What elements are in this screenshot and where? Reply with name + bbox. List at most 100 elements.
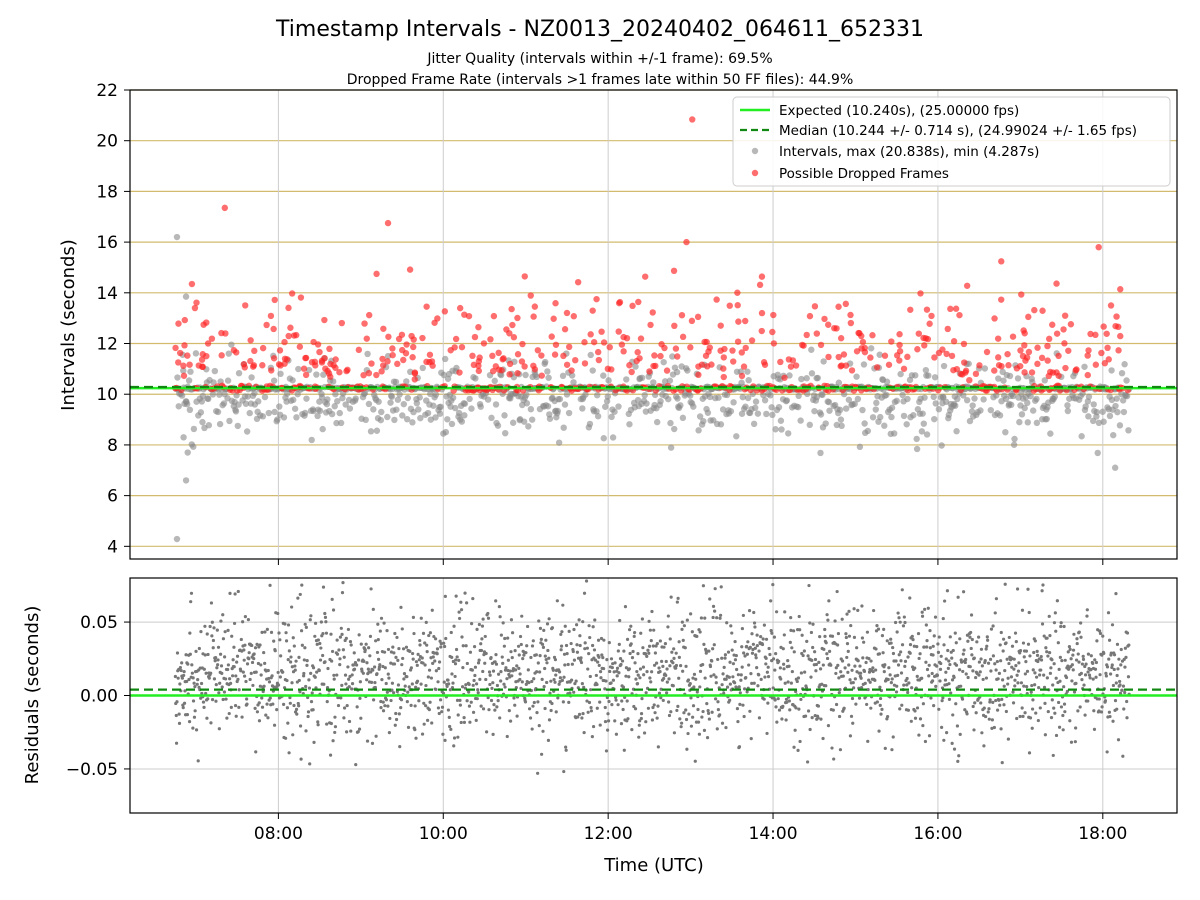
interval-point: [375, 398, 382, 405]
residual-point: [342, 716, 346, 720]
residual-point: [591, 724, 596, 729]
residual-point: [1071, 668, 1075, 672]
residual-point: [1041, 583, 1045, 587]
residual-point: [786, 680, 790, 684]
residual-point: [436, 706, 441, 710]
residual-point: [465, 699, 469, 703]
residual-point: [1021, 641, 1026, 645]
dropped-frame-point: [531, 303, 539, 310]
residual-point: [947, 659, 951, 663]
residual-point: [845, 612, 849, 616]
residual-point: [911, 637, 915, 642]
residual-point: [618, 618, 622, 623]
residual-point: [296, 596, 300, 600]
dropped-frame-point: [270, 355, 278, 362]
interval-point: [695, 427, 702, 434]
residual-point: [455, 655, 459, 659]
dropped-frame-point: [896, 348, 904, 355]
residual-point: [571, 649, 575, 654]
residual-point: [642, 673, 646, 677]
x-tick-label: 16:00: [913, 824, 962, 844]
residual-point: [827, 599, 831, 603]
residual-point: [323, 611, 327, 616]
residual-point: [178, 665, 182, 670]
interval-point: [742, 403, 749, 410]
interval-point: [305, 366, 313, 374]
residual-point: [1069, 740, 1074, 744]
residual-point: [352, 651, 356, 655]
residual-point: [981, 677, 985, 682]
residual-point: [1020, 706, 1024, 710]
residual-point: [371, 698, 376, 702]
residual-point: [237, 688, 241, 692]
residual-point: [1045, 676, 1049, 680]
residual-point: [665, 680, 669, 684]
dropped-frame-point: [419, 334, 426, 342]
residual-point: [766, 675, 771, 679]
residual-point: [859, 671, 863, 675]
residual-point: [928, 646, 932, 650]
interval-point: [667, 444, 675, 451]
dropped-frame-point: [618, 341, 626, 348]
residual-point: [221, 637, 226, 641]
residual-point: [284, 639, 289, 643]
residual-point: [519, 642, 523, 647]
residual-point: [674, 651, 678, 655]
residual-point: [204, 671, 208, 675]
residual-point: [403, 684, 407, 688]
residual-point: [177, 712, 181, 716]
interval-point: [665, 395, 672, 403]
interval-point: [291, 405, 299, 412]
residual-point: [698, 630, 702, 634]
residual-point: [716, 707, 720, 712]
residual-point: [424, 620, 428, 624]
residual-point: [267, 680, 272, 684]
dropped-frame-point: [218, 352, 225, 359]
residual-point: [829, 663, 833, 667]
residual-point: [896, 663, 901, 667]
residual-point: [459, 608, 464, 612]
residual-point: [391, 645, 395, 649]
residual-point: [972, 656, 976, 660]
residual-point: [247, 651, 251, 655]
residual-point: [305, 659, 309, 663]
dropped-frame-point: [434, 315, 441, 322]
interval-point: [293, 414, 300, 421]
dropped-frame-point: [510, 334, 518, 341]
residual-point: [824, 641, 828, 645]
residual-point: [836, 663, 840, 667]
residual-point: [703, 616, 707, 620]
residual-point: [243, 615, 247, 619]
residual-point: [929, 696, 933, 700]
interval-point: [913, 435, 920, 443]
dropped-frame-point: [1103, 330, 1110, 337]
residual-point: [714, 697, 718, 701]
residual-point: [504, 666, 508, 670]
residual-point: [409, 666, 413, 670]
residual-point: [531, 639, 535, 643]
residual-point: [857, 696, 862, 700]
interval-point: [1113, 395, 1120, 402]
residual-point: [799, 697, 803, 702]
residual-point: [258, 643, 262, 647]
dropped-frame-point: [184, 352, 191, 359]
residual-point: [690, 630, 694, 634]
residual-point: [1068, 647, 1072, 652]
residual-point: [404, 645, 409, 649]
residual-point: [655, 641, 659, 646]
residual-point: [977, 635, 981, 639]
residual-point: [620, 699, 624, 703]
dropped-frame-point: [403, 341, 410, 348]
residual-point: [459, 720, 463, 725]
interval-point: [210, 379, 217, 386]
dropped-frame-point: [302, 371, 310, 379]
residual-point: [416, 652, 420, 656]
residual-point: [1020, 608, 1025, 612]
residual-point: [1047, 614, 1051, 618]
residual-point: [897, 653, 901, 657]
dropped-frame-point: [672, 345, 680, 352]
residual-point: [306, 710, 311, 714]
residual-point: [373, 680, 377, 685]
residual-point: [464, 644, 468, 648]
residual-point: [753, 646, 757, 650]
